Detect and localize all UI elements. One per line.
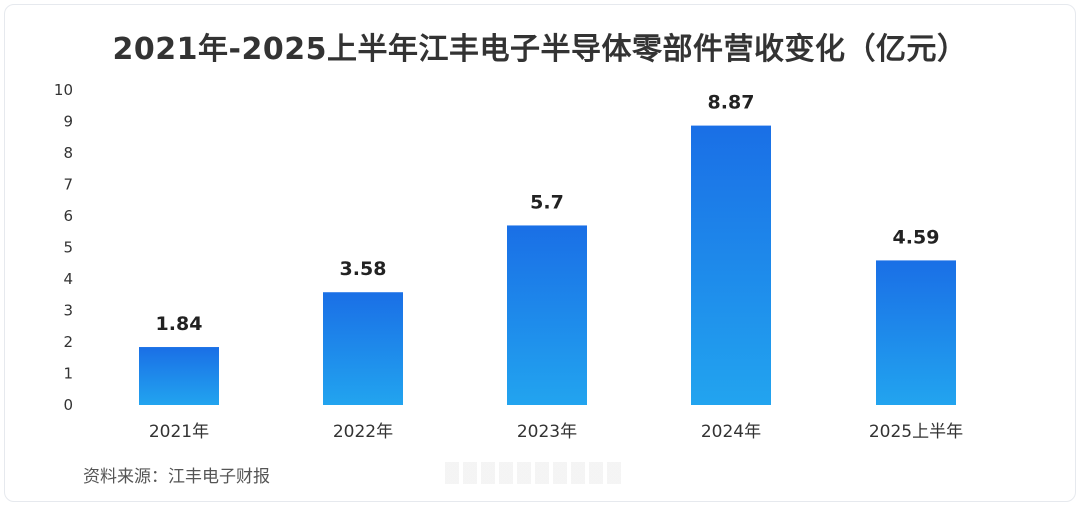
- bar: [876, 260, 956, 405]
- y-tick-label: 0: [63, 396, 73, 414]
- watermark: [445, 462, 625, 484]
- y-tick-label: 9: [63, 113, 73, 131]
- x-tick-label: 2022年: [333, 422, 393, 442]
- y-tick-label: 2: [63, 333, 73, 351]
- x-tick-label: 2021年: [149, 422, 209, 442]
- y-tick-label: 7: [63, 176, 73, 194]
- y-tick-label: 5: [63, 239, 73, 257]
- x-tick-label: 2024年: [701, 422, 761, 442]
- bar: [691, 125, 771, 405]
- bar: [507, 225, 587, 405]
- x-tick-label: 2025上半年: [869, 422, 963, 442]
- y-tick-label: 4: [63, 270, 73, 288]
- y-tick-label: 3: [63, 302, 73, 320]
- y-tick-label: 8: [63, 144, 73, 162]
- data-label: 4.59: [893, 226, 940, 248]
- bar: [139, 347, 219, 405]
- x-tick-label: 2023年: [517, 422, 577, 442]
- bars: 1.84 3.58 5.7 8.87 4.59: [139, 92, 956, 405]
- y-tick-label: 1: [63, 365, 73, 383]
- x-axis: 2021年 2022年 2023年 2024年 2025上半年: [149, 422, 963, 442]
- data-label: 1.84: [156, 313, 203, 335]
- y-tick-label: 10: [54, 81, 73, 99]
- chart-title: 2021年-2025上半年江丰电子半导体零部件营收变化（亿元）: [112, 32, 968, 67]
- y-axis: 0 1 2 3 4 5 6 7 8 9 10: [54, 81, 73, 414]
- source-note: 资料来源：江丰电子财报: [83, 467, 270, 487]
- data-label: 3.58: [340, 258, 387, 280]
- data-label: 8.87: [708, 92, 755, 114]
- bar: [323, 292, 403, 405]
- y-tick-label: 6: [63, 207, 73, 225]
- data-label: 5.7: [530, 191, 564, 213]
